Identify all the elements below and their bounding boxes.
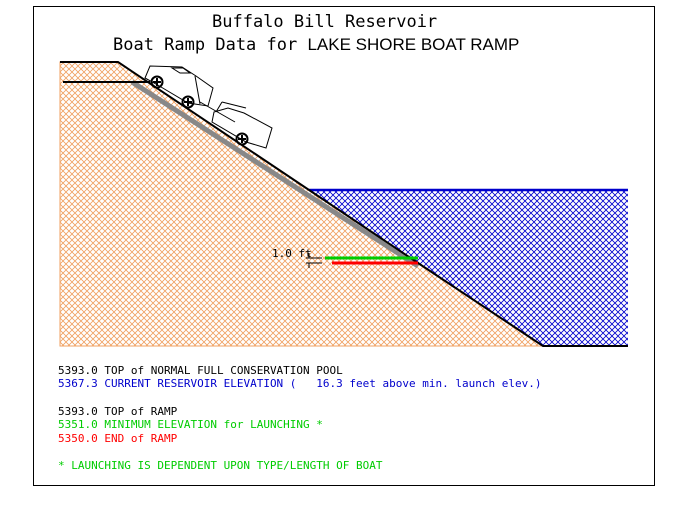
ramp-title-prefix: Boat Ramp Data for: [113, 35, 308, 55]
top-ramp-value: 5393.0: [58, 405, 98, 418]
truck-boat-icon: [144, 65, 273, 149]
top-ramp-line: 5393.0 TOP of RAMP: [58, 405, 177, 418]
current-elevation-value: 5367.3: [58, 377, 98, 390]
ramp-name: LAKE SHORE BOAT RAMP: [307, 35, 520, 54]
depth-label: 1.0 ft: [272, 247, 312, 260]
current-elevation-line: 5367.3 CURRENT RESERVOIR ELEVATION ( 16.…: [58, 377, 541, 390]
end-ramp-line: 5350.0 END of RAMP: [58, 432, 177, 445]
top-ramp-text: TOP of RAMP: [104, 405, 178, 418]
min-launch-line: 5351.0 MINIMUM ELEVATION for LAUNCHING *: [58, 418, 323, 431]
ramp-surface: [130, 79, 420, 269]
min-launch-value: 5351.0: [58, 418, 98, 431]
launch-footnote: * LAUNCHING IS DEPENDENT UPON TYPE/LENGT…: [58, 459, 383, 472]
min-launch-text: MINIMUM ELEVATION for LAUNCHING *: [104, 418, 323, 431]
end-ramp-value: 5350.0: [58, 432, 98, 445]
current-elevation-text: CURRENT RESERVOIR ELEVATION ( 16.3 feet …: [104, 377, 542, 390]
end-ramp-text: END of RAMP: [104, 432, 178, 445]
full-pool-text: TOP of NORMAL FULL CONSERVATION POOL: [104, 364, 343, 377]
full-pool-value: 5393.0: [58, 364, 98, 377]
reservoir-water: [309, 190, 628, 346]
ramp-title: Boat Ramp Data for LAKE SHORE BOAT RAMP: [113, 35, 519, 55]
full-pool-line: 5393.0 TOP of NORMAL FULL CONSERVATION P…: [58, 364, 343, 377]
reservoir-title: Buffalo Bill Reservoir: [212, 12, 438, 32]
